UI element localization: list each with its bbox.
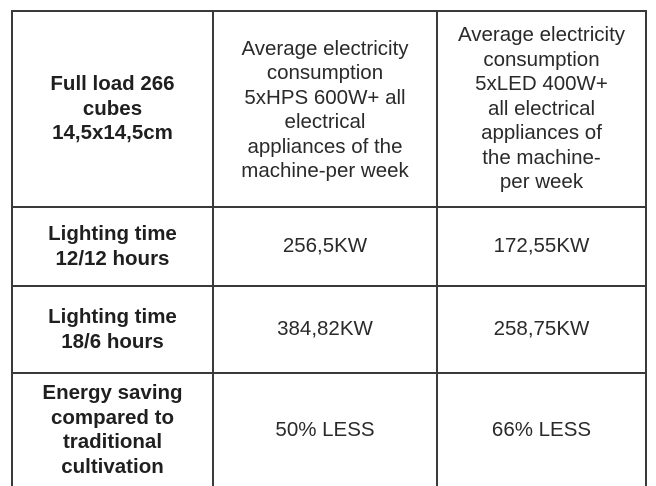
consumption-table: Full load 266 cubes 14,5x14,5cm Average …: [11, 10, 647, 486]
cell-hps-18-6: 384,82KW: [214, 287, 438, 374]
row-label-12-12: Lighting time 12/12 hours: [13, 208, 214, 287]
cell-led-energy-saving: 66% LESS: [491, 417, 592, 441]
row-label-18-6: Lighting time 18/6 hours: [13, 287, 214, 374]
cell-hps-12-12: 256,5KW: [214, 208, 438, 287]
header-full-load: Full load 266 cubes 14,5x14,5cm: [13, 12, 214, 208]
header-hps-consumption: Average electricity consumption 5xHPS 60…: [214, 12, 438, 208]
cell-hps-energy-saving: 50% LESS: [214, 374, 438, 486]
table-grid: Full load 266 cubes 14,5x14,5cm Average …: [13, 12, 645, 486]
header-led-consumption: Average electricity consumption 5xLED 40…: [438, 12, 645, 208]
row-label-energy-saving: Energy saving compared to traditional cu…: [13, 374, 214, 486]
cell-led-12-12: 172,55KW: [438, 208, 645, 287]
cell-led-18-6: 258,75KW: [438, 287, 645, 374]
